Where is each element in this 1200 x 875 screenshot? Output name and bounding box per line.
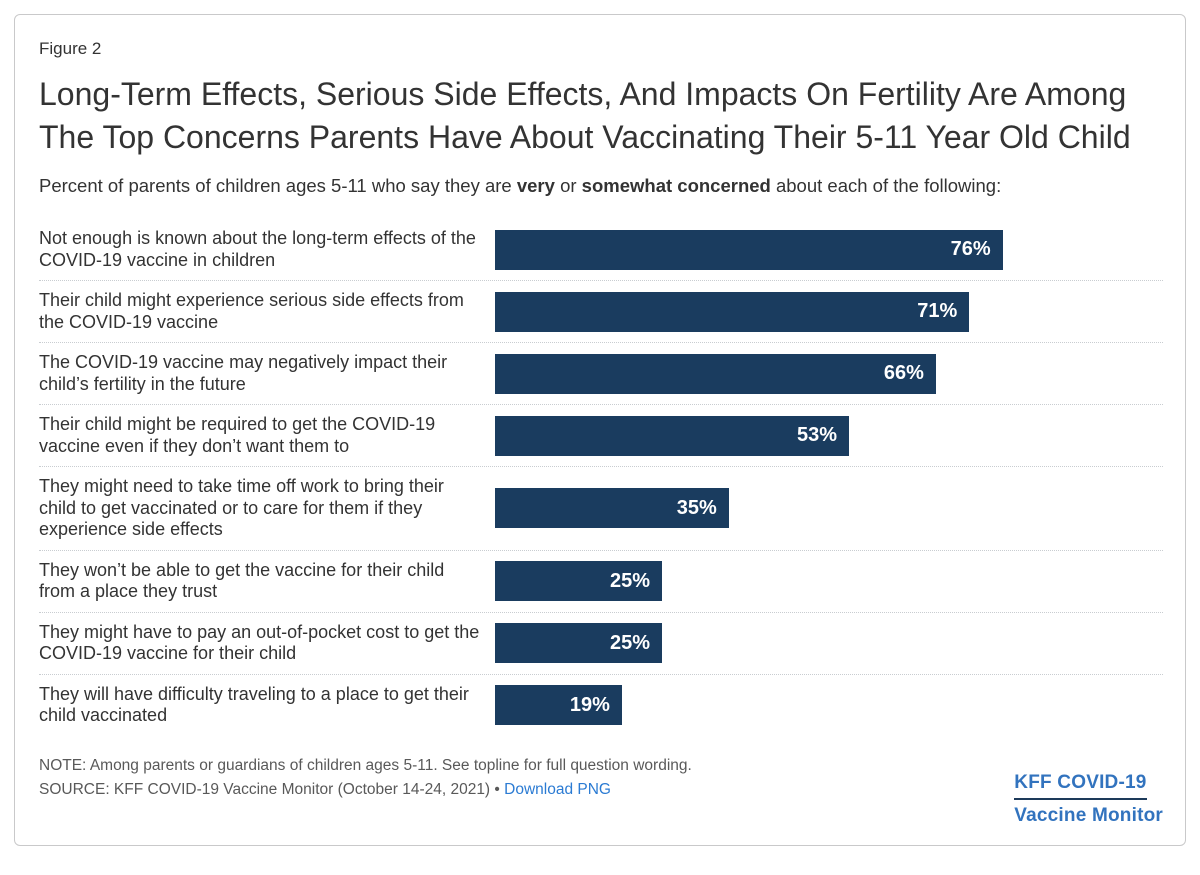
bar-label: They will have difficulty traveling to a… xyxy=(39,683,469,726)
note-line: NOTE: Among parents or guardians of chil… xyxy=(39,756,692,774)
bar-track: 25% xyxy=(495,561,1163,601)
figure-label: Figure 2 xyxy=(39,39,102,58)
chart-row: Not enough is known about the long-term … xyxy=(39,219,1163,280)
chart-row: Their child might be required to get the… xyxy=(39,404,1163,466)
bar: 53% xyxy=(495,415,850,456)
bar: 66% xyxy=(495,353,936,394)
bar-label: The COVID-19 vaccine may negatively impa… xyxy=(39,352,448,394)
chart-subtitle: Percent of parents of children ages 5-11… xyxy=(39,175,1161,197)
logo-line-1: KFF COVID-19 xyxy=(1014,772,1147,800)
bar-value: 25% xyxy=(609,631,650,654)
bar-track: 25% xyxy=(495,623,1163,663)
chart-row: The COVID-19 vaccine may negatively impa… xyxy=(39,342,1163,404)
chart-row: They might need to take time off work to… xyxy=(39,466,1163,550)
bar-value: 19% xyxy=(569,693,610,716)
bar-value: 66% xyxy=(883,362,924,384)
chart-row: Their child might experience serious sid… xyxy=(39,280,1163,342)
chart-title: Long-Term Effects, Serious Side Effects,… xyxy=(39,76,1131,155)
bar-track: 76% xyxy=(495,229,1163,270)
download-png-link[interactable]: Download PNG xyxy=(504,780,611,798)
bar-track: 53% xyxy=(495,415,1163,456)
subtitle-bold-somewhat: somewhat concerned xyxy=(581,175,771,196)
bar-value: 76% xyxy=(950,238,991,260)
source-text: SOURCE: KFF COVID-19 Vaccine Monitor (Oc… xyxy=(39,780,505,798)
bar-track: 71% xyxy=(495,291,1163,332)
bar-track: 66% xyxy=(495,353,1163,394)
kff-vaccine-monitor-logo[interactable]: KFF COVID-19 Vaccine Monitor xyxy=(1014,772,1163,827)
source-line: SOURCE: KFF COVID-19 Vaccine Monitor (Oc… xyxy=(39,778,999,802)
logo-line-2: Vaccine Monitor xyxy=(1014,805,1163,826)
bar-label: They won’t be able to get the vaccine fo… xyxy=(39,559,445,602)
bar-label: Their child might experience serious sid… xyxy=(39,290,464,332)
bar-value: 71% xyxy=(917,300,958,322)
bar: 25% xyxy=(495,561,662,601)
bar-chart: Not enough is known about the long-term … xyxy=(39,219,1163,736)
bar-label: Their child might be required to get the… xyxy=(39,414,436,456)
bar-label: They might need to take time off work to… xyxy=(39,476,444,539)
subtitle-suffix: about each of the following: xyxy=(770,175,1002,196)
bar-track: 35% xyxy=(495,488,1163,529)
chart-card: Figure 2 Long-Term Effects, Serious Side… xyxy=(14,14,1186,846)
chart-footer: NOTE: Among parents or guardians of chil… xyxy=(39,754,999,802)
bar-track: 19% xyxy=(495,685,1163,725)
subtitle-prefix: Percent of parents of children ages 5-11… xyxy=(39,175,517,196)
bar-value: 25% xyxy=(609,569,650,592)
chart-row: They will have difficulty traveling to a… xyxy=(39,673,1163,736)
bar: 35% xyxy=(495,488,729,529)
bar: 76% xyxy=(495,229,1003,270)
bar: 71% xyxy=(495,291,970,332)
bar-label: Not enough is known about the long-term … xyxy=(39,228,476,270)
bar-value: 53% xyxy=(797,424,838,446)
subtitle-bold-very: very xyxy=(516,175,555,196)
bar-label: They might have to pay an out-of-pocket … xyxy=(39,621,480,664)
bar-value: 35% xyxy=(676,496,717,519)
chart-row: They won’t be able to get the vaccine fo… xyxy=(39,549,1163,612)
chart-row: They might have to pay an out-of-pocket … xyxy=(39,611,1163,674)
bar: 19% xyxy=(495,685,622,725)
bar: 25% xyxy=(495,623,662,663)
subtitle-middle: or xyxy=(554,175,582,196)
